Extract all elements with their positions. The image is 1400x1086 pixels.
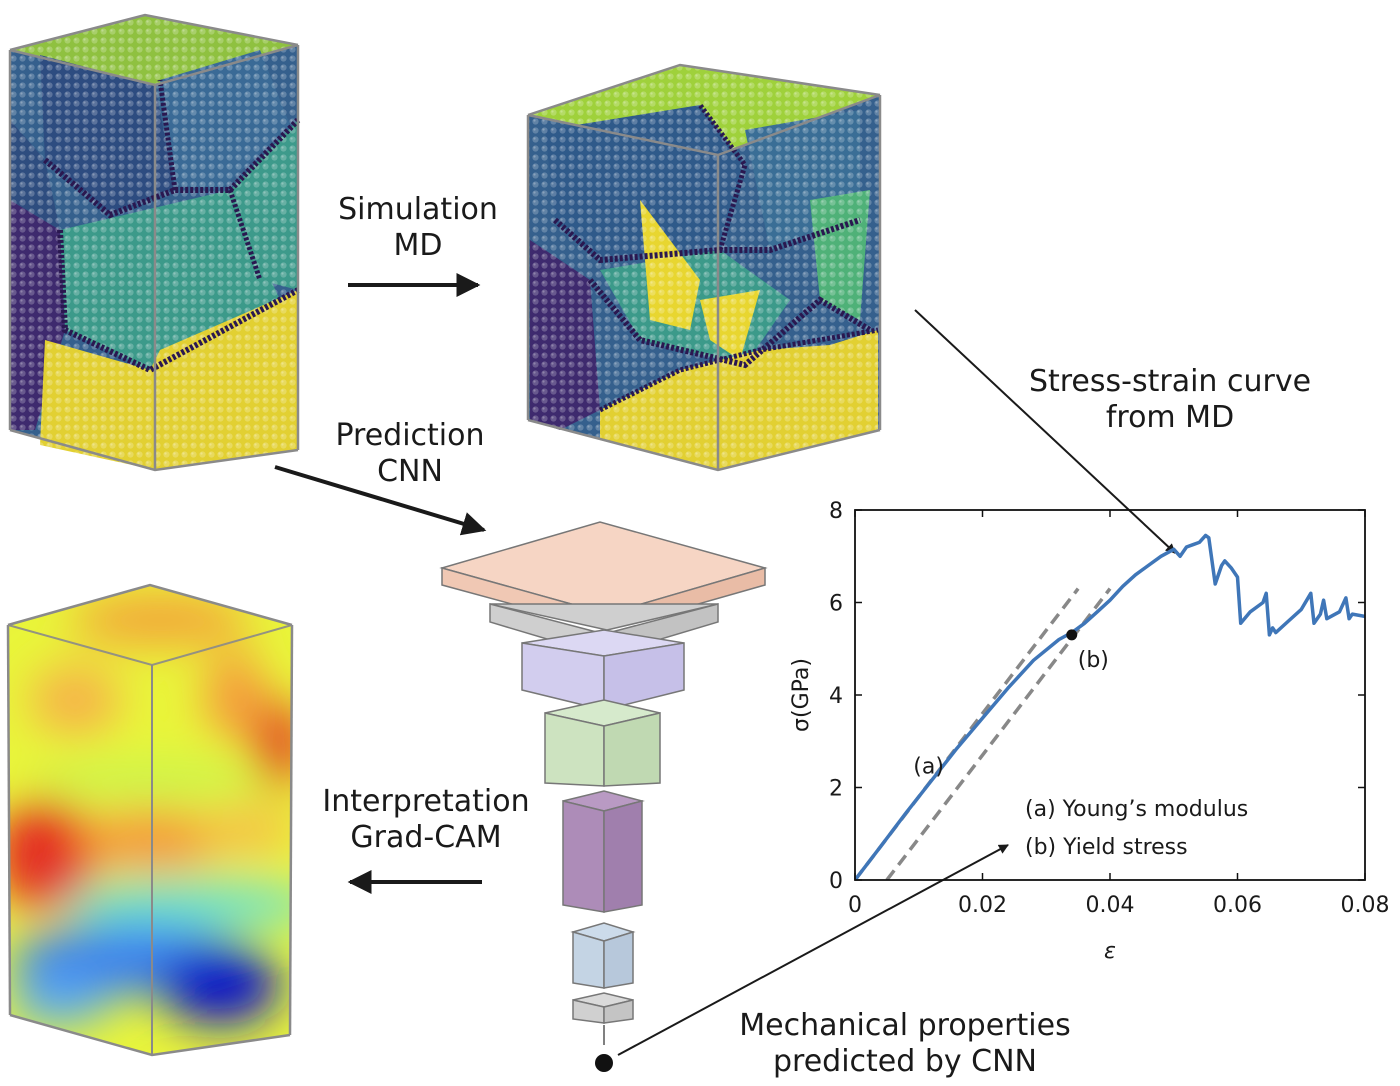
simulation-label: Simulation MD	[318, 192, 518, 264]
yield-marker	[1066, 629, 1078, 641]
stress-strain-label: Stress-strain curve from MD	[1010, 364, 1330, 436]
legend-young-modulus: (a) Young’s modulus	[1025, 797, 1248, 822]
stress-strain-series	[855, 533, 1365, 880]
annotation-a: (a)	[913, 755, 944, 780]
cnn-layer-6	[570, 922, 636, 989]
cnn-layer-7	[572, 992, 634, 1024]
x-tick-label: 0	[848, 893, 862, 918]
prediction-label-line-2: CNN	[377, 454, 443, 489]
interpretation-label: Interpretation Grad-CAM	[306, 784, 546, 856]
mechanical-properties-label: Mechanical properties predicted by CNN	[705, 1008, 1105, 1080]
mechanical-label-line-1: Mechanical properties	[739, 1008, 1071, 1043]
y-tick-label: 2	[829, 777, 843, 802]
prediction-label-line-1: Prediction	[335, 418, 485, 453]
prediction-label: Prediction CNN	[310, 418, 510, 490]
cnn-layer-5	[562, 790, 645, 913]
gradcam-heatmap-lower	[6, 583, 294, 1057]
mechanical-label-line-2: predicted by CNN	[772, 1044, 1037, 1079]
simulation-label-line-2: MD	[393, 228, 443, 263]
x-tick-label: 0.04	[1086, 893, 1135, 918]
arrow-prediction	[274, 465, 487, 536]
interpretation-label-line-2: Grad-CAM	[350, 820, 502, 855]
x-tick-label: 0.08	[1341, 893, 1390, 918]
x-tick-label: 0.02	[958, 893, 1007, 918]
atomistic-box-deformed	[526, 63, 882, 475]
simulation-label-line-1: Simulation	[338, 192, 498, 227]
legend-yield-stress: (b) Yield stress	[1025, 835, 1188, 860]
stress-strain-label-line-2: from MD	[1105, 400, 1235, 435]
atomistic-box-initial	[8, 13, 301, 475]
y-axis-label: σ(GPa)	[789, 658, 814, 732]
x-axis-label: ε	[1104, 939, 1116, 964]
y-tick-label: 0	[829, 869, 843, 894]
cnn-output-node	[595, 1054, 613, 1072]
x-tick-label: 0.06	[1213, 893, 1262, 918]
stress-strain-chart: 0 0.02 0.04 0.06 0.08 0 2 4 6 8 (b) (a) (a) Young…	[789, 499, 1389, 964]
interpretation-label-line-1: Interpretation	[322, 784, 530, 819]
stress-strain-label-line-1: Stress-strain curve	[1028, 364, 1312, 399]
plot-frame	[854, 509, 1366, 881]
arrow-stress-strain	[914, 309, 1176, 554]
cnn-layer-3	[521, 629, 685, 711]
cnn-layer-4	[544, 699, 661, 787]
yield-marker-label: (b)	[1078, 648, 1109, 673]
y-tick-label: 6	[829, 592, 843, 617]
cnn-architecture	[439, 521, 768, 1072]
y-tick-label: 4	[829, 684, 843, 709]
y-tick-label: 8	[829, 499, 843, 524]
